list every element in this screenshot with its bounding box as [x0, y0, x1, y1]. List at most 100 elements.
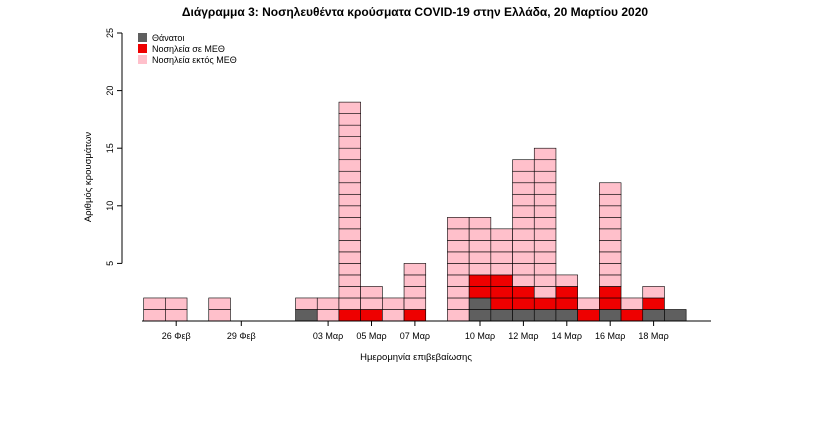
- bar-cell-icu: [599, 286, 622, 299]
- bar-cell-non-icu: [338, 147, 361, 161]
- bar-cell-non-icu: [447, 309, 470, 322]
- x-tick-label: 29 Φεβ: [227, 331, 256, 341]
- bar-cell-non-icu: [555, 274, 578, 287]
- bar-cell-non-icu: [512, 274, 535, 287]
- bar-cell-non-icu: [165, 309, 188, 322]
- bar-cell-non-icu: [338, 297, 361, 310]
- bar-cell-non-icu: [338, 124, 361, 137]
- bar-cell-non-icu: [512, 251, 535, 264]
- bar-cell-non-icu: [338, 101, 361, 114]
- y-tick-label: 5: [105, 261, 115, 266]
- bar-cell-non-icu: [447, 297, 470, 310]
- bar-cell-non-icu: [490, 240, 513, 253]
- bar-cell-non-icu: [338, 170, 361, 184]
- bar-cell-non-icu: [468, 263, 492, 276]
- bar-cell-deaths: [599, 309, 622, 322]
- bar-cell-non-icu: [295, 297, 318, 310]
- bar-cell-non-icu: [447, 286, 470, 299]
- bar-cell-icu: [512, 297, 535, 310]
- bar-cell-non-icu: [382, 297, 405, 310]
- bar-cell-non-icu: [512, 263, 535, 276]
- bar-cell-non-icu: [403, 286, 427, 299]
- bar-cell-non-icu: [533, 286, 557, 299]
- bar-cell-non-icu: [533, 240, 557, 253]
- bar-cell-non-icu: [338, 228, 361, 241]
- bar-cell-non-icu: [338, 240, 361, 253]
- bar-cell-non-icu: [490, 251, 513, 264]
- bar-cell-non-icu: [599, 193, 622, 207]
- bars: [143, 101, 687, 322]
- bar-cell-icu: [468, 274, 492, 287]
- bar-cell-deaths: [533, 309, 557, 322]
- bar-cell-non-icu: [338, 251, 361, 264]
- bar-cell-deaths: [295, 309, 318, 322]
- bar-cell-non-icu: [338, 136, 361, 149]
- bar-cell-icu: [490, 286, 513, 299]
- bar-cell-non-icu: [382, 309, 405, 322]
- y-tick-label: 25: [105, 28, 115, 38]
- x-tick-label: 26 Φεβ: [162, 331, 191, 341]
- bar-cell-non-icu: [468, 240, 492, 253]
- bar-cell-non-icu: [143, 309, 166, 322]
- bar-cell-deaths: [512, 309, 535, 322]
- bar-cell-non-icu: [447, 263, 470, 276]
- bar-cell-non-icu: [338, 286, 361, 299]
- bar-cell-non-icu: [338, 193, 361, 207]
- bar-cell-icu: [577, 309, 600, 322]
- bar-cell-non-icu: [533, 147, 557, 161]
- bar-cell-non-icu: [533, 274, 557, 287]
- bar-cell-non-icu: [642, 286, 665, 299]
- bar-cell-non-icu: [512, 228, 535, 241]
- bar-cell-icu: [468, 286, 492, 299]
- bar-cell-non-icu: [208, 309, 231, 322]
- bar-cell-non-icu: [512, 159, 535, 172]
- x-axis-label: Ημερομηνία επιβεβαίωσης: [360, 352, 472, 363]
- bar-cell-non-icu: [620, 297, 644, 310]
- bar-cell-non-icu: [143, 297, 166, 310]
- bar-cell-non-icu: [447, 251, 470, 264]
- bar-cell-icu: [642, 297, 665, 310]
- bar-cell-non-icu: [403, 263, 427, 276]
- bar-cell-non-icu: [512, 193, 535, 207]
- bar-cell-non-icu: [533, 251, 557, 264]
- bar-cell-non-icu: [533, 182, 557, 195]
- bar-cell-non-icu: [533, 217, 557, 230]
- legend-label: Νοσηλεία εκτός ΜΕΘ: [152, 55, 237, 65]
- x-tick-label: 18 Μαρ: [638, 331, 668, 341]
- bar-cell-non-icu: [403, 297, 427, 310]
- bar-cell-non-icu: [316, 297, 340, 310]
- bar-cell-non-icu: [512, 170, 535, 184]
- bar-cell-non-icu: [512, 182, 535, 195]
- bar-cell-icu: [403, 309, 427, 322]
- bar-cell-non-icu: [447, 217, 470, 230]
- bar-cell-deaths: [468, 309, 492, 322]
- bar-cell-non-icu: [533, 193, 557, 207]
- bar-cell-non-icu: [490, 263, 513, 276]
- bar-cell-non-icu: [533, 228, 557, 241]
- bar-cell-non-icu: [338, 274, 361, 287]
- x-tick-label: 03 Μαρ: [313, 331, 343, 341]
- y-tick-label: 10: [105, 201, 115, 211]
- x-tick-label: 05 Μαρ: [356, 331, 386, 341]
- legend-swatch: [138, 33, 147, 42]
- bar-cell-non-icu: [447, 240, 470, 253]
- bar-cell-non-icu: [512, 240, 535, 253]
- bar-cell-deaths: [642, 309, 665, 322]
- bar-cell-non-icu: [599, 274, 622, 287]
- bar-cell-non-icu: [338, 159, 361, 172]
- bar-cell-non-icu: [338, 263, 361, 276]
- bar-cell-non-icu: [533, 263, 557, 276]
- bar-cell-non-icu: [599, 228, 622, 241]
- bar-cell-icu: [490, 274, 513, 287]
- bar-cell-non-icu: [468, 228, 492, 241]
- bar-cell-non-icu: [468, 217, 492, 230]
- bar-cell-non-icu: [338, 205, 361, 218]
- bar-cell-non-icu: [316, 309, 340, 322]
- bar-cell-deaths: [468, 297, 492, 310]
- bar-cell-icu: [620, 309, 644, 322]
- x-tick-label: 12 Μαρ: [508, 331, 538, 341]
- bar-cell-non-icu: [447, 274, 470, 287]
- bar-cell-non-icu: [599, 251, 622, 264]
- bar-cell-non-icu: [512, 217, 535, 230]
